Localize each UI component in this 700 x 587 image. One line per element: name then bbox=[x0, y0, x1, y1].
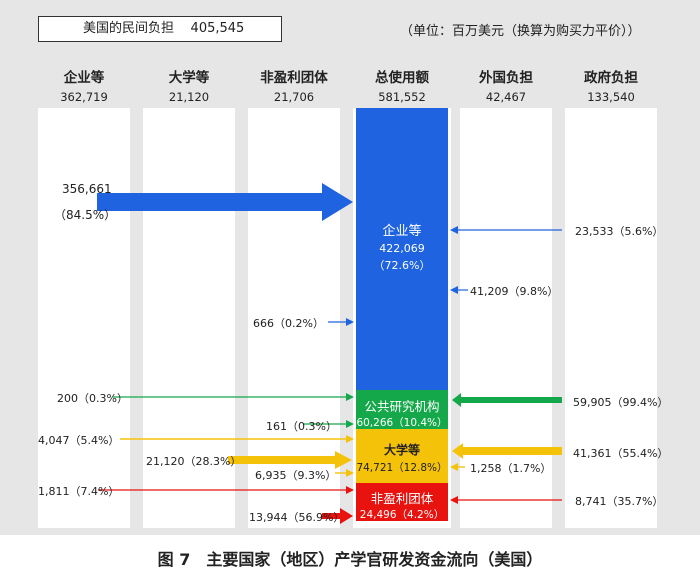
column-header-total: 总使用额 581,552 bbox=[357, 66, 447, 104]
label-ent-from-ent: 356,661 bbox=[62, 182, 112, 196]
label-ent-to-public: 200（0.3%） bbox=[57, 392, 128, 405]
block-enterprise-value: 422,069 bbox=[379, 242, 425, 255]
column-header-university: 大学等 21,120 bbox=[144, 66, 234, 104]
label-univ-self: 21,120（28.3%） bbox=[146, 455, 242, 468]
column-value: 133,540 bbox=[587, 90, 635, 104]
private-burden-value: 405,545 bbox=[190, 21, 245, 36]
label-np-to-ent: 666（0.2%） bbox=[253, 317, 324, 330]
label-ent-from-ent-pct: （84.5%） bbox=[54, 208, 117, 222]
arrow-ent-to-public-head bbox=[346, 393, 354, 401]
column-header-government: 政府负担 133,540 bbox=[566, 66, 656, 104]
arrow-gov-to-np-head bbox=[450, 496, 458, 504]
arrow-np-to-ent-head bbox=[346, 318, 354, 326]
block-university-title: 大学等 bbox=[383, 443, 420, 457]
label-gov-to-np: 8,741（35.7%） bbox=[575, 495, 664, 508]
column-value: 21,706 bbox=[273, 90, 315, 104]
block-enterprise-title: 企业等 bbox=[382, 224, 422, 239]
column-strip-university bbox=[143, 108, 235, 528]
column-title: 非盈利团体 bbox=[260, 70, 328, 86]
arrow-gov-to-public bbox=[452, 393, 562, 407]
arrow-gov-to-univ bbox=[452, 443, 562, 459]
block-university-value: 74,721（12.8%） bbox=[356, 462, 448, 474]
block-public-title: 公共研究机构 bbox=[364, 399, 440, 414]
block-nonprofit-value: 24,496（4.2%） bbox=[359, 509, 445, 521]
arrow-ent-to-univ-head bbox=[346, 435, 354, 443]
arrow-gov-to-ent-head bbox=[450, 226, 458, 234]
block-nonprofit: 非盈利团体 24,496（4.2%） bbox=[356, 483, 448, 521]
label-ent-to-univ: 4,047（5.4%） bbox=[38, 434, 120, 447]
label-foreign-to-ent: 41,209（9.8%） bbox=[470, 285, 559, 298]
label-gov-to-univ: 41,361（55.4%） bbox=[573, 447, 669, 460]
arrow-univ-self bbox=[228, 451, 352, 469]
column-header-nonprofit: 非盈利团体 21,706 bbox=[249, 66, 339, 104]
figure-caption: 图 7 主要国家（地区）产学官研发资金流向（美国） bbox=[157, 550, 543, 569]
block-enterprise-share: （72.6%） bbox=[373, 259, 431, 272]
block-public-research: 公共研究机构 60,266（10.4%） bbox=[356, 390, 448, 429]
arrow-np-to-univ-head bbox=[346, 469, 354, 477]
block-enterprise: 企业等 422,069 （72.6%） bbox=[356, 108, 448, 390]
arrow-np-self bbox=[322, 508, 353, 524]
column-value: 581,552 bbox=[378, 90, 426, 104]
private-burden-label: 美国的民间负担 bbox=[83, 21, 175, 36]
column-value: 42,467 bbox=[485, 90, 527, 104]
label-np-to-public: 161（0.3%） bbox=[266, 420, 337, 433]
arrow-ent-to-np-head bbox=[346, 486, 354, 494]
arrow-foreign-to-univ-head bbox=[450, 463, 458, 471]
label-np-self: 13,944（56.9%） bbox=[249, 511, 345, 524]
column-value: 21,120 bbox=[168, 90, 210, 104]
block-public-value: 60,266（10.4%） bbox=[356, 417, 448, 429]
column-strip-government bbox=[565, 108, 657, 528]
column-title: 总使用额 bbox=[375, 70, 429, 86]
label-ent-to-np: 1,811（7.4%） bbox=[38, 485, 120, 498]
block-university: 大学等 74,721（12.8%） bbox=[356, 429, 448, 483]
column-value: 362,719 bbox=[60, 90, 108, 104]
column-title: 外国负担 bbox=[479, 70, 533, 86]
flow-arrows bbox=[97, 183, 562, 524]
arrow-foreign-to-ent-head bbox=[450, 286, 458, 294]
label-gov-to-ent: 23,533（5.6%） bbox=[575, 225, 664, 238]
unit-note: （单位：百万美元（换算为购买力平价）） bbox=[400, 24, 641, 39]
column-header-foreign: 外国负担 42,467 bbox=[461, 66, 551, 104]
column-strip-enterprise bbox=[38, 108, 130, 528]
column-title: 大学等 bbox=[168, 70, 210, 86]
column-header-enterprise: 企业等 362,719 bbox=[39, 66, 129, 104]
label-gov-to-public: 59,905（99.4%） bbox=[573, 396, 669, 409]
column-title: 政府负担 bbox=[584, 70, 638, 86]
arrow-np-to-public-head bbox=[346, 420, 354, 428]
arrow-enterprise-to-enterprise bbox=[97, 183, 353, 221]
column-strip-foreign bbox=[460, 108, 552, 528]
private-burden-box: 美国的民间负担 405,545 bbox=[38, 16, 282, 42]
label-foreign-to-univ: 1,258（1.7%） bbox=[470, 462, 552, 475]
column-title: 企业等 bbox=[63, 70, 105, 86]
label-np-to-univ: 6,935（9.3%） bbox=[255, 469, 337, 482]
block-nonprofit-title: 非盈利团体 bbox=[370, 491, 434, 506]
